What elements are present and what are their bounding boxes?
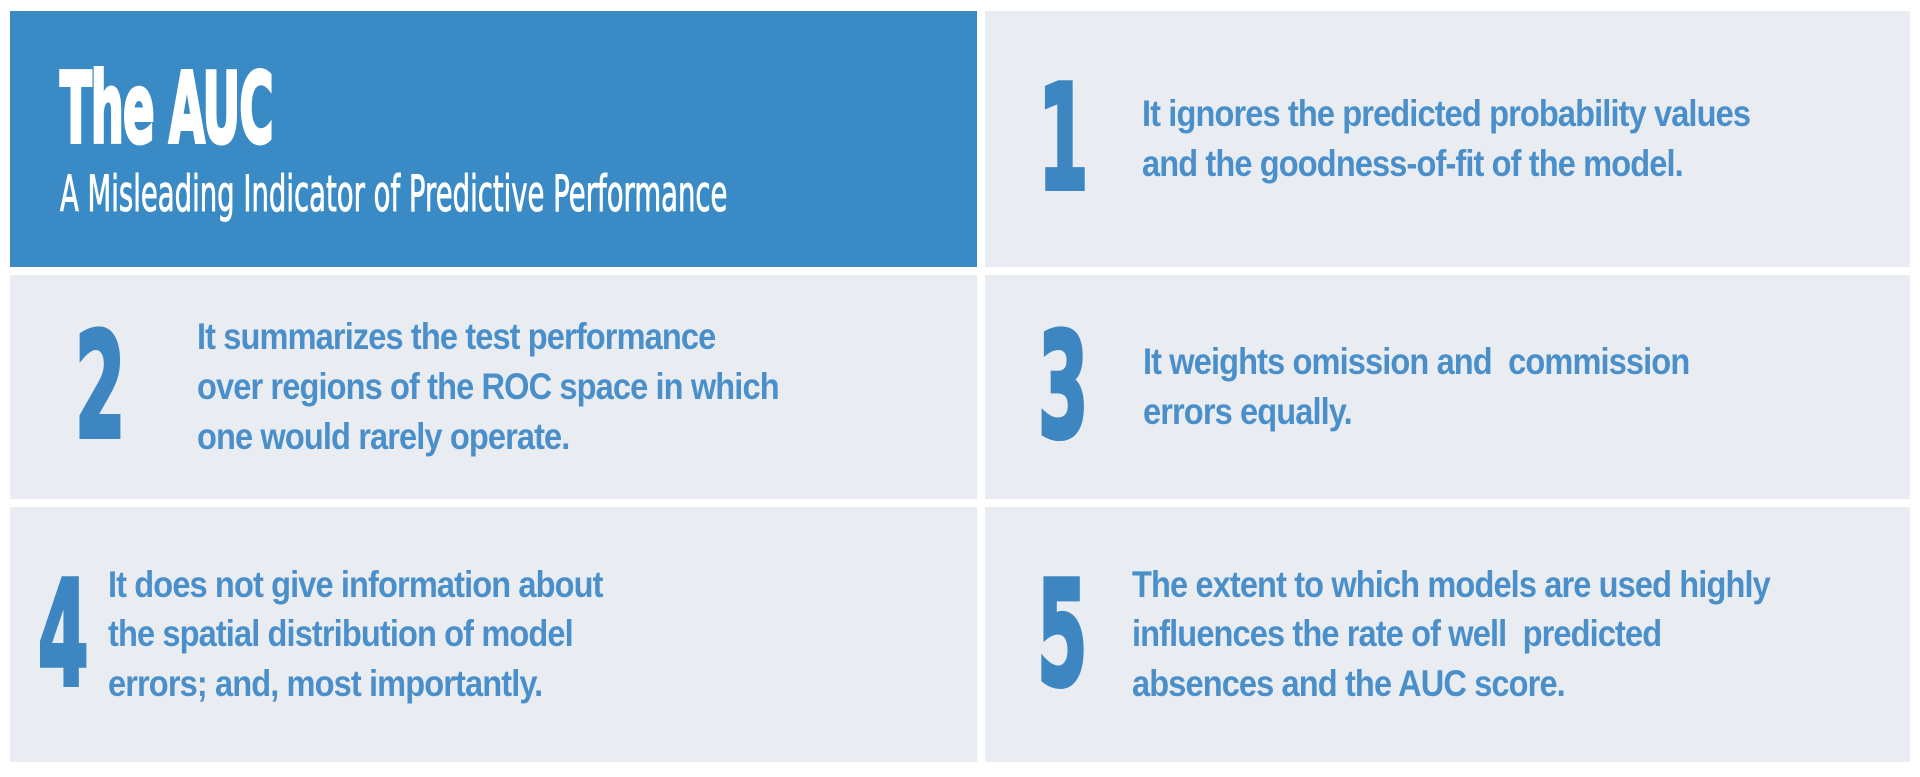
point-text-1: It ignores the predicted probability val… xyxy=(1142,93,1751,184)
point-text-2: It summarizes the test performance over … xyxy=(197,316,780,457)
point-card-1: 1 It ignores the predicted probability v… xyxy=(985,11,1910,267)
point-card-4: 4 It does not give information about the… xyxy=(10,507,977,762)
page-title: The AUC xyxy=(59,51,274,165)
point-number-4: 4 xyxy=(37,550,90,719)
point-text-5: The extent to which models are used high… xyxy=(1132,563,1771,705)
point-card-3: 3 It weights omission and commission err… xyxy=(985,275,1910,499)
point-number-3: 3 xyxy=(1037,302,1090,472)
point-number-1: 1 xyxy=(1037,54,1090,224)
point-number-2: 2 xyxy=(74,302,127,472)
infographic-grid: The AUC A Misleading Indicator of Predic… xyxy=(10,11,1910,762)
point-card-5: 5 The extent to which models are used hi… xyxy=(985,507,1910,762)
point-number-5: 5 xyxy=(1036,550,1089,719)
point-text-3: It weights omission and commission error… xyxy=(1143,341,1690,432)
point-card-2: 2 It summarizes the test performance ove… xyxy=(10,275,977,499)
title-card: The AUC A Misleading Indicator of Predic… xyxy=(10,11,977,267)
point-text-4: It does not give information about the s… xyxy=(108,563,604,705)
page-subtitle: A Misleading Indicator of Predictive Per… xyxy=(60,164,728,223)
